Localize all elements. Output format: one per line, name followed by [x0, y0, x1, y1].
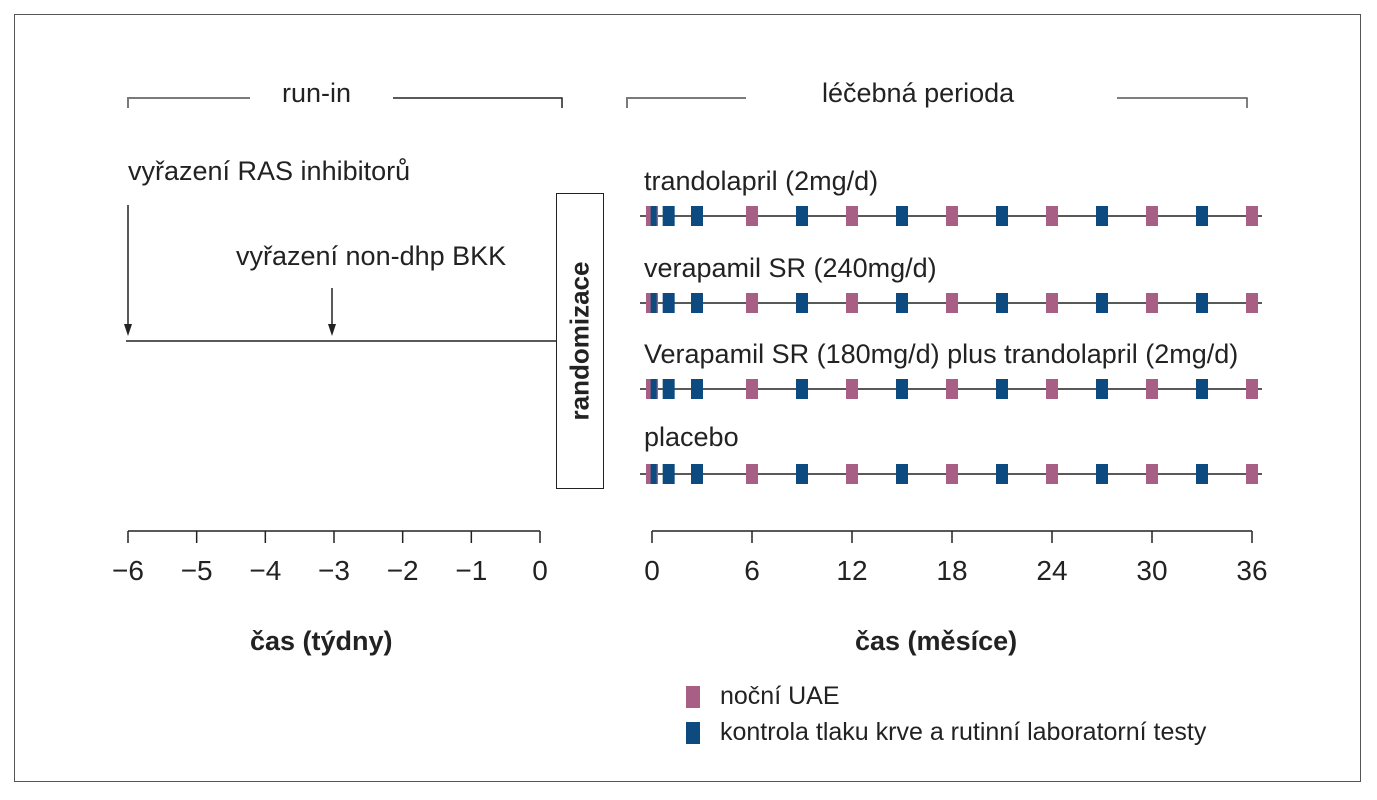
uae-marker [946, 206, 958, 226]
control-marker [996, 464, 1008, 484]
control-marker [1196, 206, 1208, 226]
uae-marker [946, 379, 958, 399]
control-marker [1196, 464, 1208, 484]
uae-marker [1246, 206, 1258, 226]
months-tick-label: 36 [1236, 555, 1268, 586]
control-marker [896, 293, 908, 313]
control-marker [650, 464, 657, 484]
uae-marker [1146, 206, 1158, 226]
axis-ticks [127, 531, 1253, 543]
arm-label-verapamil: verapamil SR (240mg/d) [644, 253, 937, 283]
uae-marker [1246, 464, 1258, 484]
uae-marker [846, 206, 858, 226]
weeks-tick-label: −3 [318, 555, 350, 586]
uae-marker [746, 206, 758, 226]
uae-marker [1146, 379, 1158, 399]
months-axis-title: čas (měsíce) [855, 626, 1018, 656]
control-marker [662, 464, 675, 484]
months-tick-label: 30 [1136, 555, 1168, 586]
control-marker [896, 464, 908, 484]
uae-marker [1246, 293, 1258, 313]
uae-marker [1046, 293, 1058, 313]
control-marker [650, 206, 657, 226]
weeks-axis-title: čas (týdny) [250, 626, 393, 656]
control-marker [1096, 206, 1108, 226]
bkk-withdrawal-label: vyřazení non-dhp BKK [236, 241, 507, 271]
uae-marker [1046, 206, 1058, 226]
control-marker [662, 293, 675, 313]
uae-marker [946, 293, 958, 313]
run-in-label: run-in [282, 78, 352, 108]
control-marker [691, 206, 703, 226]
control-marker [650, 293, 657, 313]
control-marker [896, 206, 908, 226]
treatment-bracket [626, 97, 1248, 108]
weeks-tick-label: −4 [249, 555, 282, 586]
weeks-tick-label: −6 [112, 555, 144, 586]
treatment-label: léčebná perioda [822, 78, 1015, 108]
diagram-frame [14, 14, 1361, 782]
arm-timeline-3 [640, 464, 1262, 484]
randomization-label: randomizace [564, 261, 595, 421]
weeks-tick-label: 0 [532, 555, 548, 586]
control-marker [996, 379, 1008, 399]
control-marker [796, 464, 808, 484]
months-tick-label: 0 [644, 555, 660, 586]
months-tick-label: 6 [744, 555, 760, 586]
control-marker [996, 293, 1008, 313]
control-marker [650, 379, 657, 399]
uae-marker [746, 379, 758, 399]
arms-timelines [640, 206, 1262, 484]
control-marker [691, 379, 703, 399]
months-tick-label: 18 [936, 555, 968, 586]
arm-label-trandolapril: trandolapril (2mg/d) [644, 166, 879, 196]
uae-marker [746, 464, 758, 484]
arm-timeline-0 [640, 206, 1262, 226]
uae-marker [746, 293, 758, 313]
control-marker [662, 206, 675, 226]
legend-uae-label: noční UAE [720, 682, 840, 710]
arm-label-placebo: placebo [644, 422, 739, 452]
control-marker [1096, 464, 1108, 484]
uae-marker [1146, 464, 1158, 484]
control-marker [996, 206, 1008, 226]
control-marker [1096, 293, 1108, 313]
months-tick-label: 24 [1036, 555, 1068, 586]
control-marker [691, 293, 703, 313]
control-marker [691, 464, 703, 484]
run-in-bracket [127, 97, 563, 108]
uae-marker [846, 464, 858, 484]
control-marker [662, 379, 675, 399]
uae-marker [946, 464, 958, 484]
legend-control-swatch [686, 722, 700, 744]
weeks-tick-label: −2 [386, 555, 419, 586]
randomization-box: randomizace [556, 193, 604, 489]
uae-marker [1146, 293, 1158, 313]
uae-marker [1046, 464, 1058, 484]
control-marker [896, 379, 908, 399]
arm-timeline-1 [640, 293, 1262, 313]
legend-control-label: kontrola tlaku krve a rutinní laboratorn… [720, 718, 1207, 746]
weeks-tick-label: −5 [180, 555, 213, 586]
uae-marker [846, 379, 858, 399]
legend-uae-swatch [686, 686, 700, 708]
months-tick-label: 12 [836, 555, 868, 586]
arm-timeline-2 [640, 379, 1262, 399]
ras-withdrawal-label: vyřazení RAS inhibitorů [128, 156, 411, 186]
uae-marker [1046, 379, 1058, 399]
control-marker [1196, 293, 1208, 313]
arm-label-combination: Verapamil SR (180mg/d) plus trandolapril… [644, 339, 1239, 369]
bkk-arrow [328, 288, 336, 336]
ras-arrow [124, 205, 132, 336]
control-marker [796, 206, 808, 226]
uae-marker [846, 293, 858, 313]
uae-marker [1246, 379, 1258, 399]
weeks-tick-label: −1 [455, 555, 488, 586]
control-marker [1096, 379, 1108, 399]
control-marker [1196, 379, 1208, 399]
control-marker [796, 379, 808, 399]
control-marker [796, 293, 808, 313]
